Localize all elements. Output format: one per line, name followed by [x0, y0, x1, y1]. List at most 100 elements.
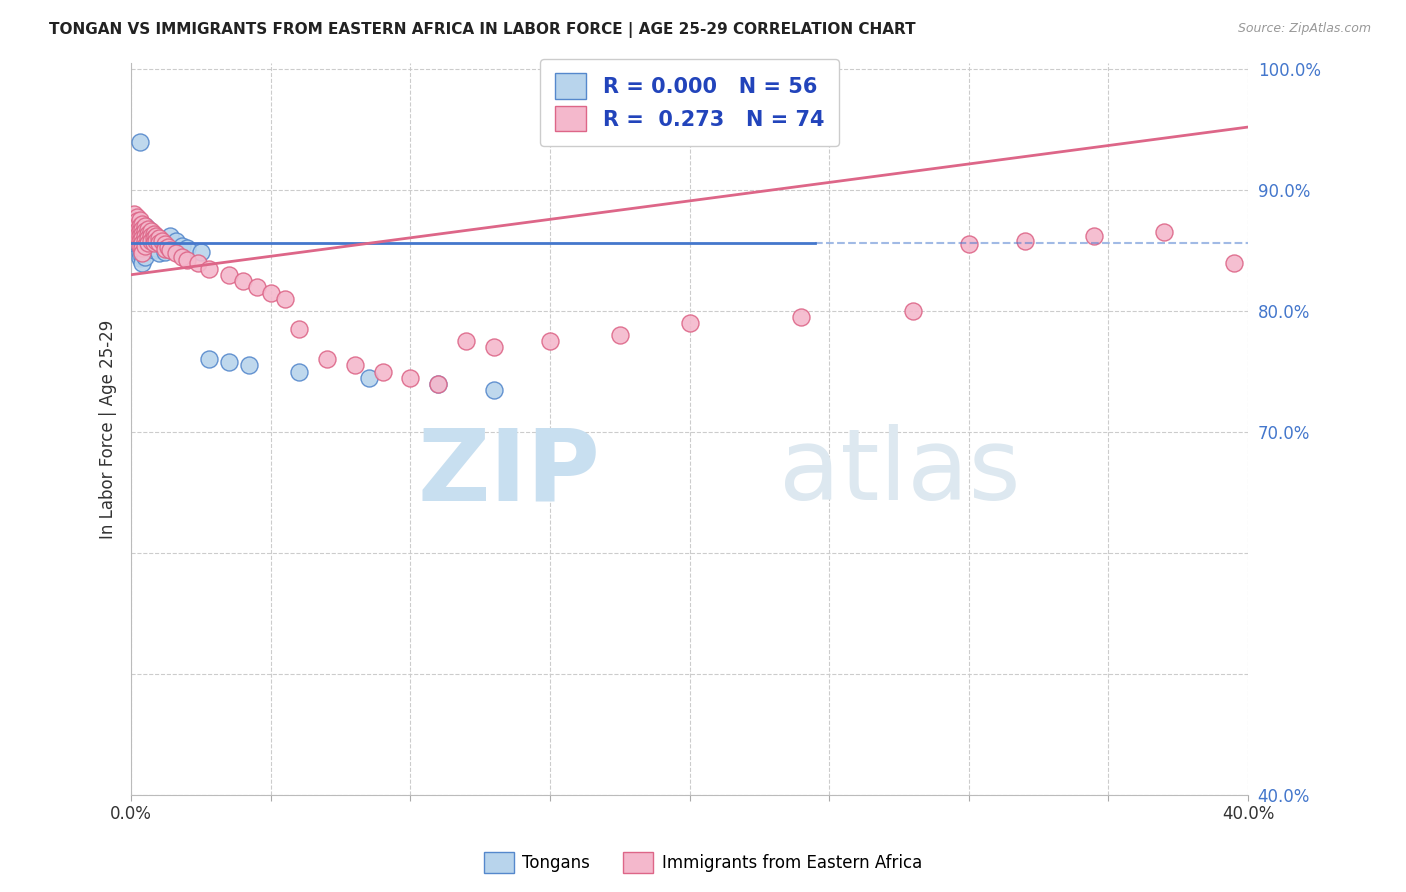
Point: [246, 280, 269, 294]
Point: [142, 236, 165, 251]
Point: [170, 238, 193, 252]
Point: [427, 376, 450, 391]
Point: [128, 213, 150, 227]
Point: [125, 218, 148, 232]
Point: [131, 219, 153, 234]
Point: [131, 231, 153, 245]
Point: [122, 207, 145, 221]
Point: [131, 221, 153, 235]
Point: [145, 234, 167, 248]
Point: [134, 234, 156, 248]
Text: Source: ZipAtlas.com: Source: ZipAtlas.com: [1237, 22, 1371, 36]
Point: [145, 241, 167, 255]
Point: [142, 244, 165, 258]
Point: [1153, 225, 1175, 239]
Point: [122, 219, 145, 234]
Point: [128, 229, 150, 244]
Point: [125, 221, 148, 235]
Point: [125, 227, 148, 241]
Point: [609, 328, 631, 343]
Point: [198, 352, 221, 367]
Point: [134, 231, 156, 245]
Point: [1014, 234, 1036, 248]
Point: [134, 219, 156, 234]
Point: [122, 225, 145, 239]
Point: [1223, 255, 1246, 269]
Text: atlas: atlas: [779, 425, 1021, 522]
Point: [287, 364, 309, 378]
Point: [287, 322, 309, 336]
Point: [128, 238, 150, 252]
Point: [128, 234, 150, 248]
Point: [790, 310, 813, 324]
Point: [125, 210, 148, 224]
Point: [145, 229, 167, 244]
Point: [136, 236, 159, 251]
Point: [148, 246, 170, 260]
Point: [150, 237, 173, 252]
Point: [125, 224, 148, 238]
Point: [122, 213, 145, 227]
Point: [139, 241, 162, 255]
Point: [122, 234, 145, 248]
Point: [399, 370, 422, 384]
Point: [131, 225, 153, 239]
Point: [170, 250, 193, 264]
Point: [128, 246, 150, 260]
Point: [131, 237, 153, 252]
Point: [122, 236, 145, 251]
Point: [134, 225, 156, 239]
Point: [136, 231, 159, 245]
Point: [538, 334, 561, 349]
Point: [128, 235, 150, 249]
Point: [131, 236, 153, 251]
Point: [165, 246, 187, 260]
Point: [218, 355, 240, 369]
Point: [139, 229, 162, 244]
Point: [148, 231, 170, 245]
Point: [139, 235, 162, 249]
Point: [139, 229, 162, 244]
Point: [343, 359, 366, 373]
Point: [260, 285, 283, 300]
Text: TONGAN VS IMMIGRANTS FROM EASTERN AFRICA IN LABOR FORCE | AGE 25-29 CORRELATION : TONGAN VS IMMIGRANTS FROM EASTERN AFRICA…: [49, 22, 915, 38]
Point: [125, 219, 148, 234]
Point: [131, 246, 153, 260]
Point: [139, 234, 162, 248]
Point: [165, 234, 187, 248]
Point: [136, 227, 159, 242]
Point: [134, 219, 156, 234]
Point: [150, 234, 173, 248]
Point: [128, 224, 150, 238]
Point: [125, 229, 148, 244]
Point: [122, 229, 145, 244]
Point: [176, 253, 198, 268]
Point: [357, 370, 380, 384]
Point: [142, 237, 165, 252]
Point: [159, 244, 181, 258]
Point: [131, 231, 153, 245]
Point: [131, 244, 153, 258]
Point: [145, 234, 167, 248]
Point: [131, 217, 153, 231]
Point: [190, 244, 212, 259]
Point: [315, 352, 337, 367]
Point: [901, 304, 924, 318]
Point: [957, 237, 980, 252]
Point: [142, 231, 165, 245]
Point: [134, 237, 156, 252]
Point: [232, 274, 254, 288]
Point: [131, 250, 153, 264]
Point: [134, 250, 156, 264]
Point: [238, 359, 260, 373]
Point: [153, 237, 176, 252]
Y-axis label: In Labor Force | Age 25-29: In Labor Force | Age 25-29: [100, 319, 117, 539]
Point: [134, 229, 156, 244]
Point: [128, 251, 150, 265]
Point: [371, 364, 394, 378]
Point: [136, 221, 159, 235]
Point: [131, 255, 153, 269]
Point: [274, 292, 297, 306]
Point: [125, 236, 148, 251]
Point: [456, 334, 478, 349]
